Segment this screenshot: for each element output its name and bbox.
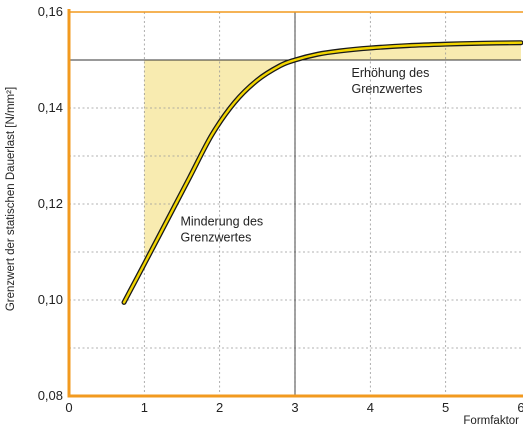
axes bbox=[67, 9, 523, 398]
shaded-regions bbox=[144, 42, 521, 264]
x-tick-label: 2 bbox=[216, 400, 223, 415]
x-tick-label: 5 bbox=[442, 400, 449, 415]
x-tick-label: 4 bbox=[367, 400, 374, 415]
fill-reduction-region bbox=[144, 60, 295, 264]
x-tick-label: 0 bbox=[65, 400, 72, 415]
labels: Formfaktor Grenzwert der statischen Daue… bbox=[5, 87, 519, 427]
curve-line bbox=[122, 41, 523, 304]
y-tick-label: 0,14 bbox=[38, 100, 63, 115]
y-tick-label: 0,08 bbox=[38, 388, 63, 403]
annotation-text: Minderung des Grenzwertes bbox=[180, 215, 263, 245]
annotation-line: Grenzwertes bbox=[352, 82, 423, 96]
x-axis-label: Formfaktor bbox=[463, 415, 519, 427]
y-tick-label: 0,16 bbox=[38, 4, 63, 19]
annotations: Minderung des Grenzwertes Erhöhung des Gren… bbox=[180, 66, 429, 245]
annotation-line: Minderung des bbox=[180, 215, 263, 229]
x-tick-label: 1 bbox=[141, 400, 148, 415]
fill-increase-region bbox=[295, 42, 521, 60]
y-tick-label: 0,12 bbox=[38, 196, 63, 211]
tick-labels: 0 1 2 3 4 5 6 0,08 0,10 0,12 0,14 0,16 bbox=[38, 4, 523, 415]
annotation-line: Erhöhung des bbox=[352, 66, 430, 80]
y-tick-label: 0,10 bbox=[38, 292, 63, 307]
x-tick-label: 3 bbox=[291, 400, 298, 415]
annotation-text: Erhöhung des Grenzwertes bbox=[352, 66, 430, 96]
annotation-line: Grenzwertes bbox=[180, 231, 251, 245]
x-tick-label: 6 bbox=[517, 400, 523, 415]
y-axis-label: Grenzwert der statischen Dauerlast [N/mm… bbox=[5, 87, 17, 311]
curve bbox=[121, 40, 523, 305]
